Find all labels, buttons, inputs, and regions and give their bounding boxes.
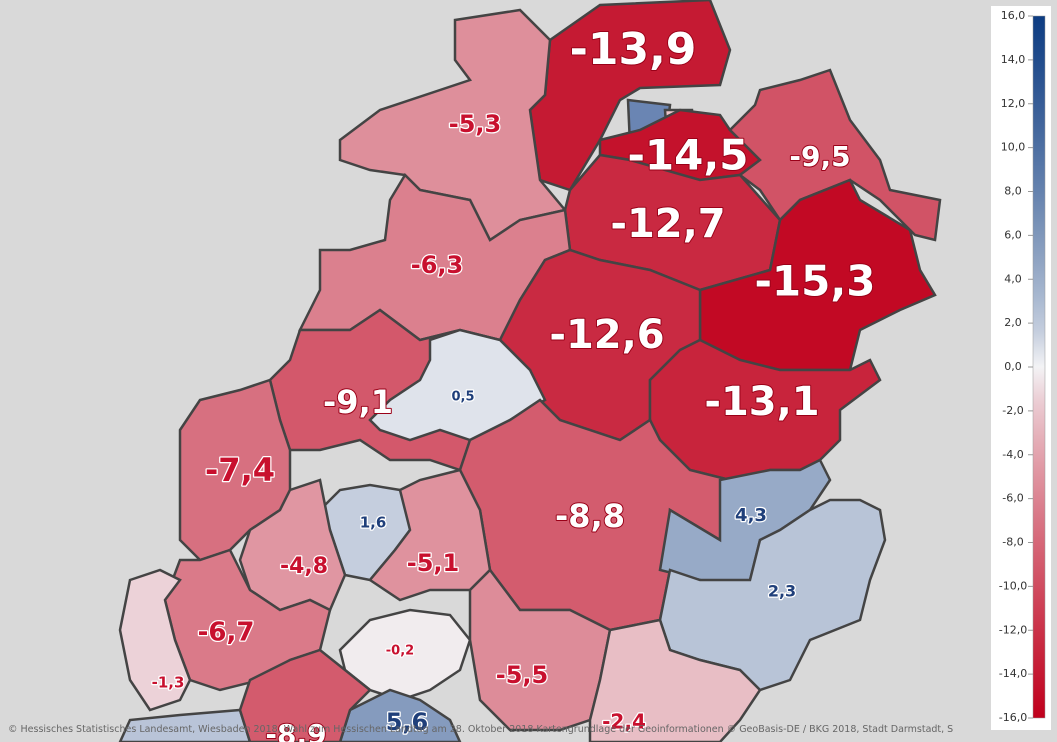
region-label: -5,1: [407, 549, 459, 577]
region-label: 5,6: [386, 708, 429, 736]
copyright: © Hessisches Statistisches Landesamt, Wi…: [8, 724, 953, 735]
region-label: -7,4: [205, 451, 275, 489]
legend-tick-label: -14,0: [999, 667, 1027, 680]
region-label: -5,3: [449, 110, 501, 138]
region-label: -8,9: [265, 718, 326, 742]
legend-tick-label: 8,0: [1004, 185, 1022, 198]
region: [338, 688, 462, 742]
region-label: -13,9: [570, 24, 697, 75]
region-label: -8,8: [555, 497, 625, 535]
legend-tick-label: -2,0: [1002, 404, 1023, 417]
region: [238, 648, 372, 742]
region-label: -5,5: [496, 661, 548, 689]
legend-tick-label: 0,0: [1004, 360, 1022, 373]
region-label: 4,3: [735, 505, 767, 526]
region-unlabeled: [118, 708, 252, 742]
legend: 16,0 14,0 12,0 10,0 8,0 6,0 4,0 2,0 0,0 -2,0 -4,0 -…: [999, 9, 1046, 724]
legend-tick-label: -8,0: [1002, 536, 1023, 549]
region-label: -1,3: [152, 674, 185, 692]
legend-tick-label: -16,0: [999, 711, 1027, 724]
legend-tick-label: -4,0: [1002, 448, 1023, 461]
legend-tick-label: 6,0: [1004, 228, 1022, 241]
region: [728, 68, 942, 242]
region-label: -9,1: [323, 383, 393, 421]
legend-tick-label: -6,0: [1002, 492, 1023, 505]
legend-tick-label: 2,0: [1004, 316, 1022, 329]
region-label: -4,8: [280, 554, 328, 579]
region-label: -6,7: [198, 618, 255, 648]
legend-tick-label: -10,0: [999, 579, 1027, 592]
region: [368, 328, 547, 442]
legend-tick-label: 10,0: [1001, 141, 1026, 154]
legend-tick-label: 16,0: [1001, 9, 1026, 22]
region-label: 2,3: [768, 582, 796, 601]
region-label: -2,4: [602, 710, 646, 734]
regions: [118, 0, 942, 742]
region: [368, 468, 492, 602]
region: [118, 568, 192, 712]
region-label: -0,2: [386, 644, 414, 659]
region-label: 0,5: [451, 390, 474, 405]
legend-tick-label: 14,0: [1001, 53, 1026, 66]
region-label: -15,3: [754, 257, 875, 306]
region: [588, 618, 762, 742]
region: [658, 498, 887, 692]
region-label: -13,1: [704, 379, 819, 425]
legend-tick-label: 4,0: [1004, 272, 1022, 285]
region-label: -14,5: [627, 131, 748, 180]
legend-tick-label: 12,0: [1001, 97, 1026, 110]
region-label: 1,6: [360, 514, 387, 532]
region-label: -6,3: [411, 251, 463, 279]
region-label: -9,5: [789, 140, 850, 173]
legend-tick-label: -12,0: [999, 623, 1027, 636]
region-labels: -13,9 -5,3 -14,5 -9,5 -12,7 -6,3 -15,3 -12,6 -9,…: [150, 23, 876, 742]
region-label: -12,6: [549, 312, 664, 358]
legend-bar: [1032, 15, 1046, 719]
region-label: -12,7: [610, 201, 725, 247]
